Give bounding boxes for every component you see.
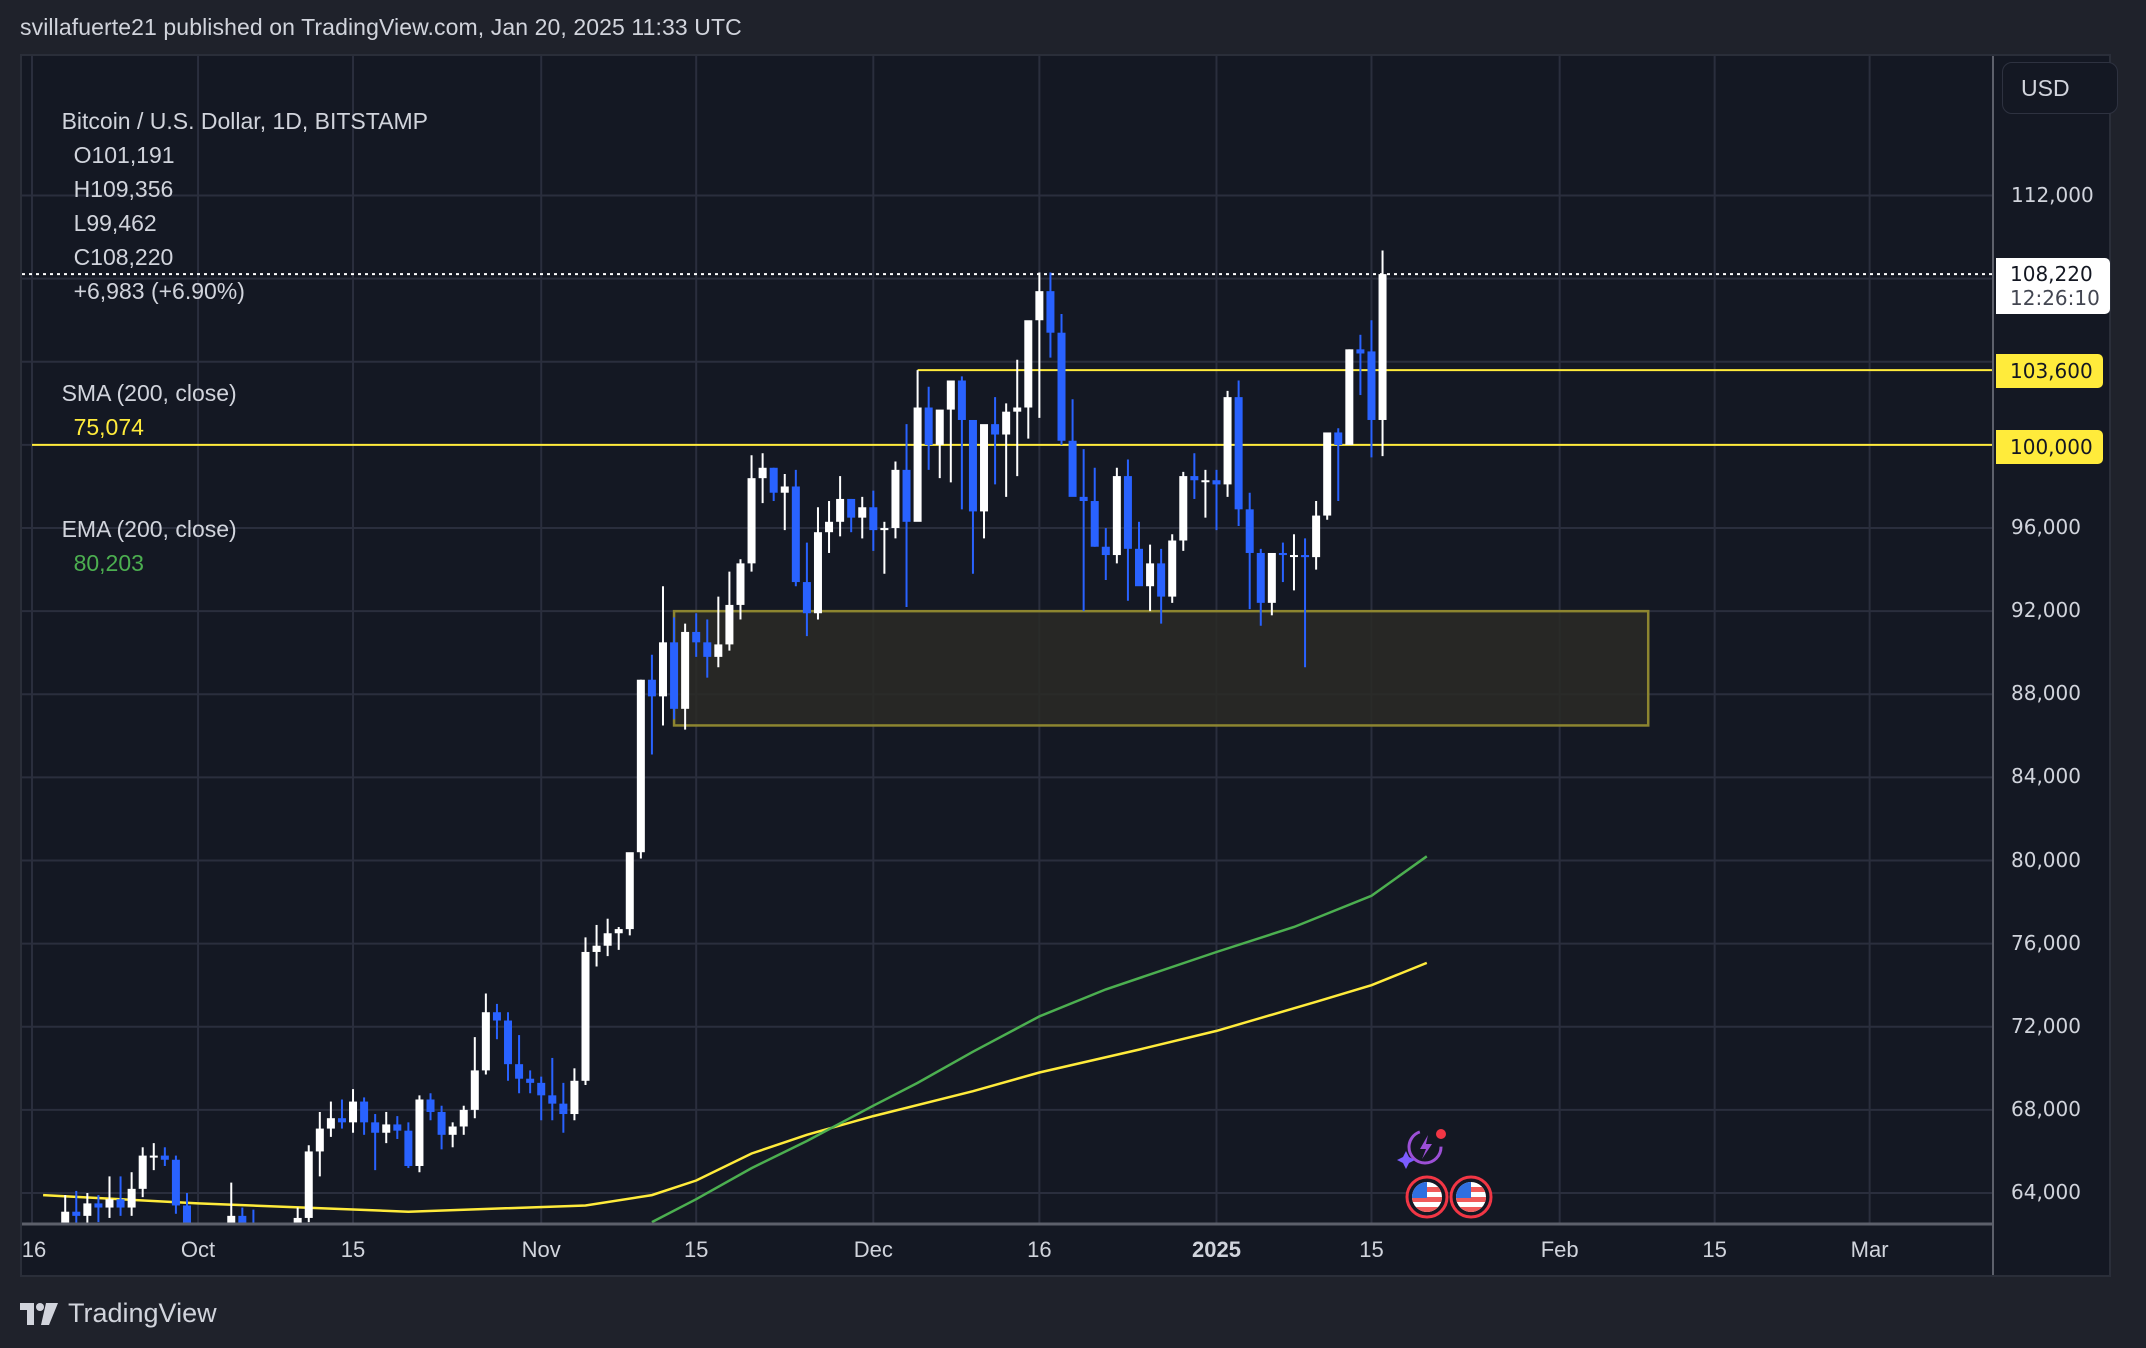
price-tick-label: 64,000 [2011, 1180, 2081, 1204]
last-price-tag: 108,220 12:26:10 [1996, 258, 2110, 314]
time-tick-label: Mar [1850, 1237, 1889, 1262]
level-tag-103600: 103,600 [1996, 354, 2103, 388]
last-price-value: 108,220 [2010, 262, 2093, 286]
price-tick-label: 68,000 [2011, 1096, 2081, 1121]
time-tick-label: Dec [853, 1237, 893, 1262]
ema-row[interactable]: EMA (200, close) 80,203 [36, 478, 428, 614]
ohlc-low: L99,462 [73, 210, 157, 236]
tradingview-logo-icon [20, 1302, 58, 1325]
symbol-title[interactable]: Bitcoin / U.S. Dollar, 1D, BITSTAMP [61, 108, 428, 134]
symbol-row: Bitcoin / U.S. Dollar, 1D, BITSTAMP O101… [36, 70, 428, 342]
time-tick-label: 15 [1702, 1237, 1727, 1262]
time-tick-label: Feb [1540, 1237, 1579, 1262]
price-tick-label: 72,000 [2011, 1013, 2081, 1038]
time-tick-label: 15 [340, 1237, 366, 1262]
price-tick-label: 112,000 [2011, 182, 2094, 207]
footer: TradingView [20, 1298, 217, 1329]
time-tick-label: Nov [521, 1237, 561, 1262]
ohlc-close: C108,220 [73, 244, 174, 270]
candle-countdown: 12:26:10 [2010, 286, 2100, 310]
footer-brand[interactable]: TradingView [68, 1298, 217, 1328]
sma-label: SMA (200, close) [61, 380, 237, 406]
price-tick-label: 76,000 [2011, 930, 2081, 955]
price-tick-label: 80,000 [2011, 847, 2081, 872]
sma-row[interactable]: SMA (200, close) 75,074 [36, 342, 428, 478]
price-tick-label: 88,000 [2011, 681, 2081, 706]
currency-button[interactable]: USD [2002, 62, 2118, 114]
publisher-line: svillafuerte21 published on TradingView.… [20, 14, 742, 40]
ohlc-change: +6,983 (+6.90%) [73, 278, 245, 304]
sma-value: 75,074 [73, 414, 144, 440]
ema-label: EMA (200, close) [61, 516, 237, 542]
spark-event-icon[interactable] [1397, 1125, 1451, 1180]
price-tick-label: 96,000 [2011, 515, 2081, 540]
ohlc-open: O101,191 [73, 142, 175, 168]
chart-legend: Bitcoin / U.S. Dollar, 1D, BITSTAMP O101… [36, 70, 428, 614]
level-tag-100000: 100,000 [1996, 430, 2103, 464]
time-tick-label: 16 [21, 1237, 47, 1262]
us-flag-event-icon[interactable] [1449, 1175, 1493, 1224]
time-tick-label: 15 [1359, 1237, 1384, 1262]
time-tick-label: 2025 [1192, 1237, 1241, 1262]
time-tick-label: 16 [1027, 1237, 1052, 1262]
us-flag-event-icon[interactable] [1405, 1175, 1449, 1224]
price-tick-label: 84,000 [2011, 764, 2081, 789]
ohlc-high: H109,356 [73, 176, 174, 202]
price-tick-label: 92,000 [2011, 598, 2081, 623]
ema-value: 80,203 [73, 550, 144, 576]
time-tick-label: Oct [180, 1237, 216, 1262]
time-tick-label: 15 [683, 1237, 709, 1262]
